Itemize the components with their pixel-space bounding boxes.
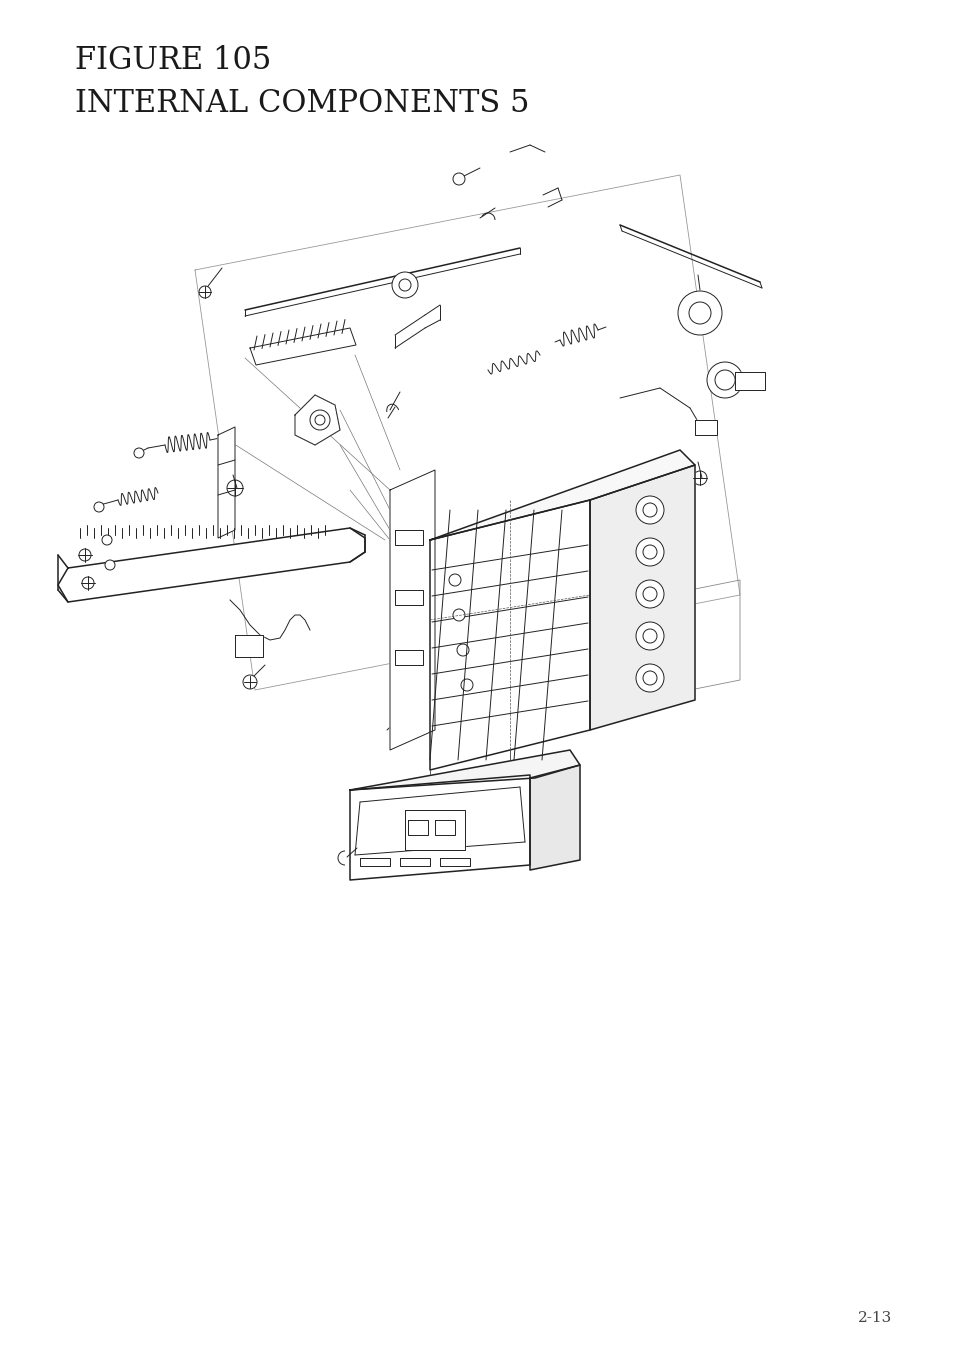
Circle shape (449, 575, 460, 585)
Polygon shape (399, 859, 430, 867)
Text: FIGURE 105: FIGURE 105 (75, 45, 271, 76)
Circle shape (94, 502, 104, 512)
Circle shape (642, 503, 657, 516)
Text: 2-13: 2-13 (857, 1311, 891, 1325)
Circle shape (636, 496, 663, 525)
Circle shape (678, 291, 721, 335)
Polygon shape (530, 765, 579, 869)
Circle shape (456, 644, 469, 656)
Circle shape (453, 608, 464, 621)
Polygon shape (408, 821, 428, 836)
Circle shape (453, 173, 464, 185)
Polygon shape (390, 470, 435, 750)
Circle shape (706, 362, 742, 397)
Circle shape (79, 549, 91, 561)
Text: INTERNAL COMPONENTS 5: INTERNAL COMPONENTS 5 (75, 88, 529, 119)
Circle shape (636, 622, 663, 650)
Circle shape (199, 287, 211, 297)
Circle shape (636, 538, 663, 566)
Circle shape (243, 675, 256, 690)
Circle shape (642, 629, 657, 644)
Circle shape (692, 470, 706, 485)
Polygon shape (695, 420, 717, 435)
Polygon shape (405, 810, 464, 850)
Polygon shape (395, 530, 422, 545)
Polygon shape (734, 372, 764, 389)
Circle shape (398, 279, 411, 291)
Polygon shape (218, 427, 234, 538)
Polygon shape (350, 750, 579, 790)
Circle shape (310, 410, 330, 430)
Polygon shape (435, 821, 455, 836)
Circle shape (82, 577, 94, 589)
Polygon shape (234, 635, 263, 657)
Polygon shape (589, 465, 695, 730)
Polygon shape (430, 500, 589, 771)
Polygon shape (250, 329, 355, 365)
Circle shape (133, 448, 144, 458)
Circle shape (642, 545, 657, 558)
Circle shape (688, 301, 710, 324)
Circle shape (714, 370, 734, 389)
Circle shape (105, 560, 115, 571)
Circle shape (314, 415, 325, 425)
Circle shape (392, 272, 417, 297)
Polygon shape (430, 450, 695, 539)
Circle shape (460, 679, 473, 691)
Circle shape (636, 580, 663, 608)
Polygon shape (439, 859, 470, 867)
Polygon shape (58, 529, 365, 602)
Circle shape (636, 664, 663, 692)
Polygon shape (294, 395, 339, 445)
Polygon shape (350, 775, 530, 880)
Polygon shape (359, 859, 390, 867)
Polygon shape (395, 650, 422, 665)
Polygon shape (395, 589, 422, 604)
Circle shape (642, 671, 657, 685)
Circle shape (102, 535, 112, 545)
Circle shape (642, 587, 657, 602)
Circle shape (227, 480, 243, 496)
